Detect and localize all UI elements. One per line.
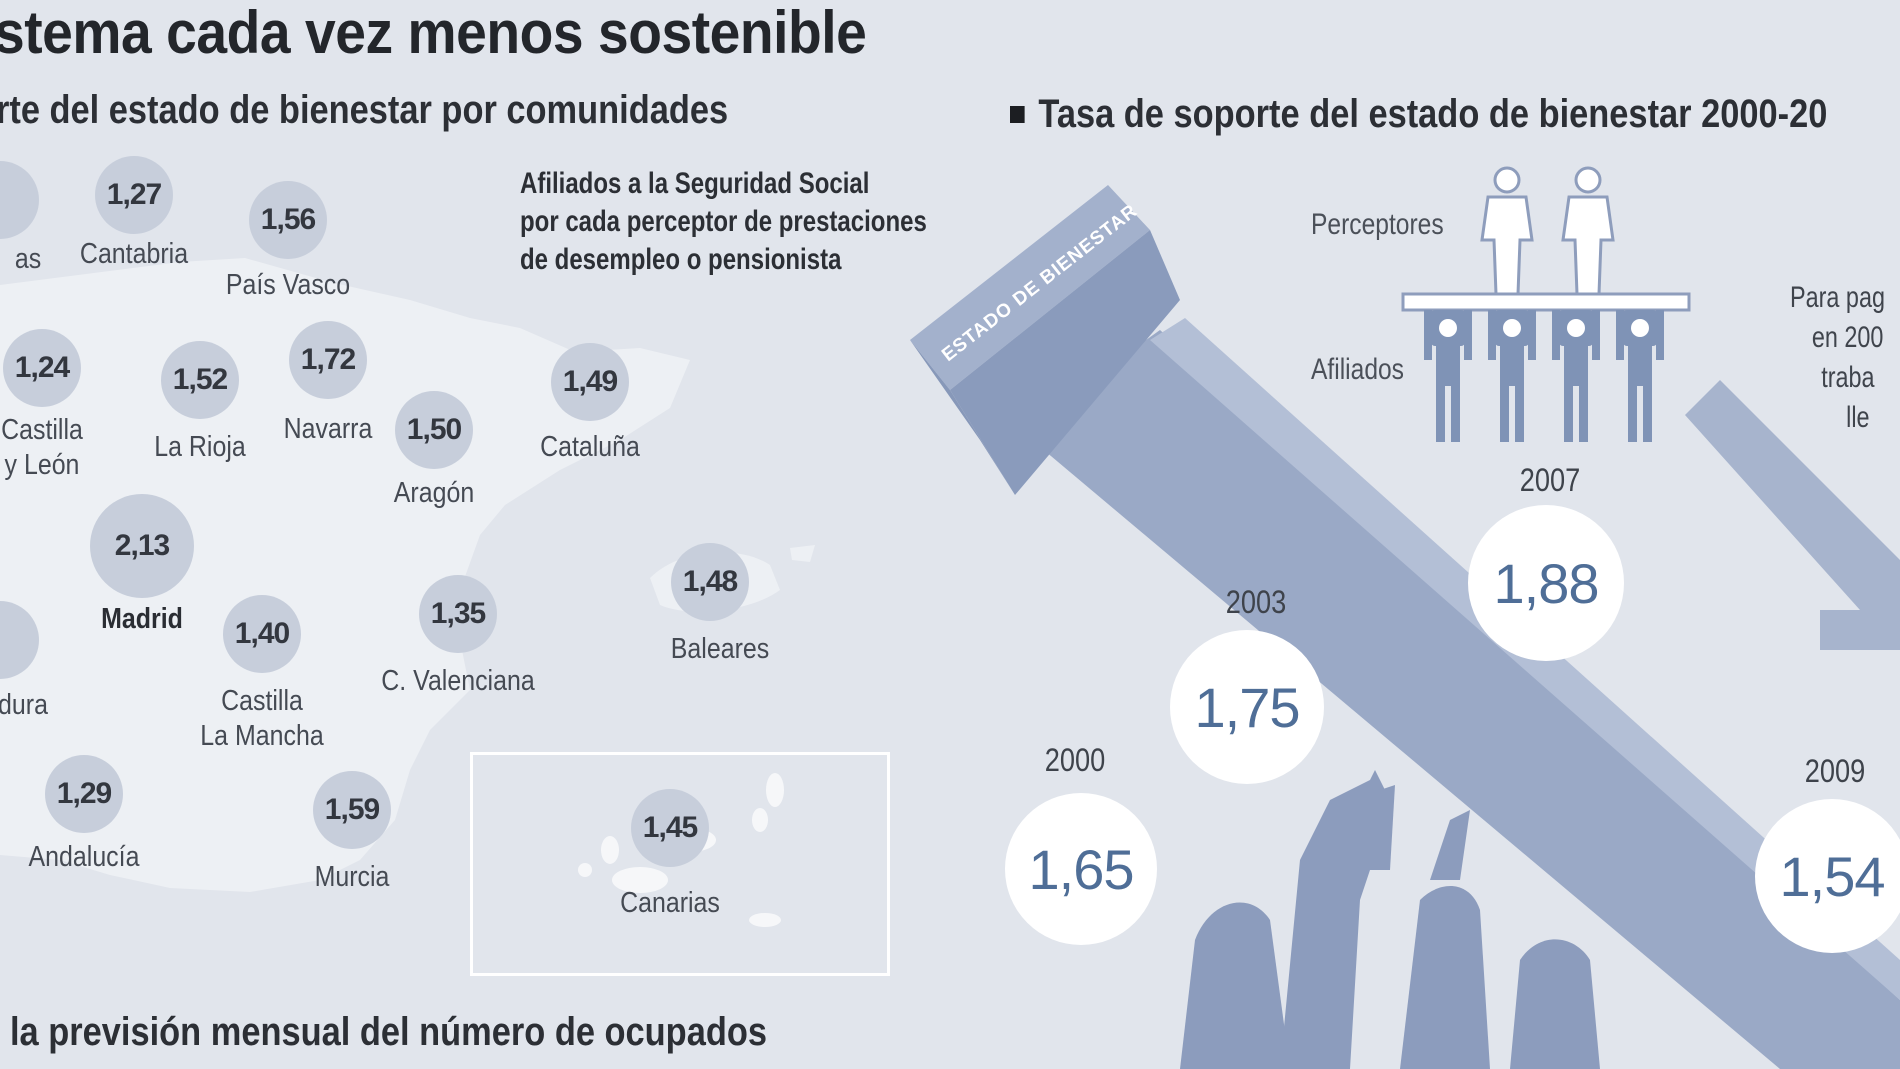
region-value: 1,52 [161,341,239,419]
year-label: 2000 [1044,742,1106,778]
timeline-subtitle-text: Tasa de soporte del estado de bienestar … [1038,92,1828,136]
column-capital-side [950,230,1180,495]
year-label: 2007 [1519,462,1581,498]
menorca-shape [790,545,815,562]
region-name-line2: y León [4,449,80,481]
region-name: La Rioja [154,431,246,463]
region-value: 1,49 [551,343,629,421]
side-note-line: lle [1846,401,1870,434]
members-label: Afiliados [1311,353,1404,386]
region-name: Cantabria [79,238,189,270]
region-name: Murcia [314,861,390,893]
canarias-inset-frame [470,752,890,976]
column-shaft [1020,330,1900,1069]
region-name: Navarra [283,413,373,445]
region-value: 1,50 [395,391,473,469]
side-note-line: Para pag [1790,281,1885,314]
map-subtitle: rte del estado de bienestar por comunida… [0,88,729,132]
region-value: 1,45 [631,789,709,867]
region-name: Aragón [393,477,475,509]
bottom-subtitle: la previsión mensual del número de ocupa… [10,1010,767,1054]
side-note-line: en 200 [1811,321,1884,354]
peninsula-shape [0,258,690,892]
column-capital-top [910,185,1150,390]
receivers-label: Perceptores [1311,208,1444,241]
side-note: Para pag en 200 traba lle [1790,278,1885,438]
region-value: 1,59 [313,771,391,849]
region-value: 1,29 [45,755,123,833]
platform-bar [1401,292,1691,312]
region-value: 1,56 [249,181,327,259]
region-value: 1,35 [419,575,497,653]
rate-circle: 1,54 [1755,799,1900,953]
region-value: 1,27 [95,156,173,234]
rate-circle: 1,75 [1170,630,1324,784]
rate-circle: 1,88 [1468,505,1624,661]
map-note: Afiliados a la Seguridad Social por cada… [520,165,927,279]
map-note-line: de desempleo o pensionista [520,243,842,276]
region-name: Andalucía [28,841,140,873]
region-name: Baleares [670,633,770,665]
region-name: País Vasco [225,269,351,301]
region-value: 1,72 [289,321,367,399]
region-name: as [14,243,42,275]
map-note-line: Afiliados a la Seguridad Social [520,167,870,200]
region-name: dura [0,689,48,721]
bullet-icon [1010,106,1025,123]
region-value: 1,40 [223,595,301,673]
trend-arrow-shape [1685,380,1900,650]
year-label: 2009 [1804,753,1866,789]
region-value: 1,48 [671,543,749,621]
map-note-line: por cada perceptor de prestaciones [520,205,927,238]
people-silhouettes [1180,770,1600,1069]
member-figures [1424,310,1664,442]
year-label: 2003 [1225,584,1287,620]
region-name-line2: La Mancha [200,720,324,752]
page-title: stema cada vez menos sostenible [0,0,867,66]
region-name: Castilla [1,414,83,446]
region-value: 1,24 [3,329,81,407]
rate-circle: 1,65 [1005,793,1157,945]
side-note-line: traba [1821,361,1875,394]
column-shaft-highlight [1150,318,1900,1000]
region-name: C. Valenciana [381,665,535,697]
timeline-subtitle: Tasa de soporte del estado de bienestar … [1010,92,1827,137]
region-value: 2,13 [90,494,194,598]
region-name: Castilla [221,685,303,717]
region-name: Canarias [620,887,720,919]
region-name: Madrid [101,603,183,635]
region-name: Cataluña [540,431,640,463]
receiver-figures [1480,166,1615,296]
